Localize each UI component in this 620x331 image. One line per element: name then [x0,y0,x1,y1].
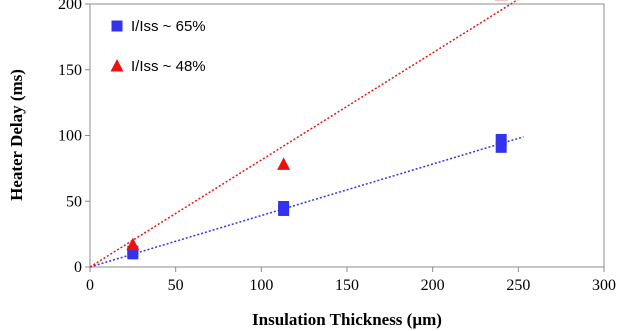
data-point [126,237,140,251]
data-point [277,157,291,170]
data-point [278,201,290,213]
legend-label: I/Iss ~ 65% [131,18,206,35]
x-tick-label: 150 [335,277,359,294]
legend-marker [110,59,124,72]
legend: I/Iss ~ 65% I/Iss ~ 48% [110,18,206,75]
x-axis-title: Insulation Thickness (µm) [252,310,442,329]
trendline [89,0,519,268]
x-tick-label: 0 [86,277,94,294]
y-tick-label: 200 [58,0,82,13]
x-tick-label: 50 [168,277,184,294]
data-point [127,245,139,257]
data-point [495,133,507,145]
x-tick-label: 250 [506,277,530,294]
x-tick-label: 200 [421,277,445,294]
trendline [89,136,524,268]
x-tick-label: 100 [249,277,273,294]
y-tick-label: 100 [58,128,82,145]
data-point [495,141,507,153]
legend-label: I/Iss ~ 48% [131,58,206,75]
axes: 0 50 100 150 200 250 300 0 50 100 150 200 [58,0,616,294]
plot-area [89,3,605,268]
trendlines [89,0,524,268]
y-axis-title: Heater Delay (ms) [7,69,26,201]
legend-marker [111,20,123,32]
y-tick-label: 50 [66,193,82,210]
x-tick-label: 300 [592,277,616,294]
y-tick-label: 0 [74,259,82,276]
data-points [126,0,508,260]
y-tick-label: 150 [58,62,82,79]
